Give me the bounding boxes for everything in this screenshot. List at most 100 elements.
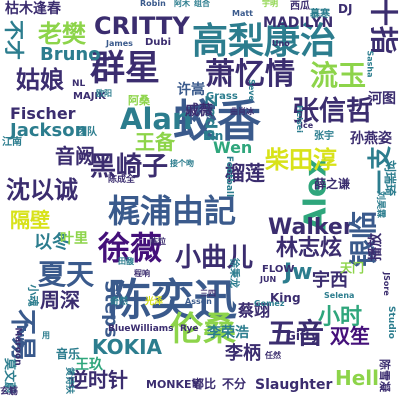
word: 周深 — [40, 288, 80, 312]
word: 团队 — [77, 127, 97, 138]
word: King — [270, 291, 301, 305]
word: 隔壁 — [10, 208, 50, 232]
word: Sasha — [365, 50, 375, 78]
word: Dubi — [145, 37, 172, 48]
word: Gomez — [254, 299, 285, 308]
word: Matt — [232, 9, 254, 18]
word: 黑崎子 — [90, 152, 169, 182]
word: 陈粒 — [150, 237, 166, 246]
word: 徐薇 — [98, 229, 163, 267]
word: 梶浦由記 — [108, 192, 237, 230]
word: Fischer — [10, 104, 76, 123]
word: 江南 — [2, 137, 22, 148]
word: 小曲儿 — [175, 243, 254, 273]
word: 组合 — [194, 0, 210, 8]
word: Jw — [284, 260, 313, 285]
word: 天门 — [340, 261, 365, 275]
word: Bruno — [40, 44, 101, 65]
word: 沈以诚 — [6, 176, 78, 204]
word: 玄觞 — [0, 387, 19, 397]
word: BlueWilliams — [108, 324, 174, 334]
word: 慕寒 — [310, 9, 330, 20]
word: Jackson — [10, 120, 88, 141]
word: 西瓜 — [290, 1, 310, 12]
word: Studio — [385, 306, 396, 339]
word: 徐秉龙 — [228, 258, 239, 288]
word: 群星 — [90, 49, 161, 89]
word: Uno — [272, 39, 290, 48]
word: 黄诗扶 — [64, 366, 75, 395]
word: 李荣浩 — [207, 325, 249, 341]
word: 林志炫 — [276, 236, 343, 261]
word: Ice — [300, 121, 314, 130]
word: 夏天 — [38, 258, 95, 291]
word: Selena — [324, 291, 355, 300]
word: 老樊 — [38, 20, 86, 48]
word: DJ — [338, 2, 353, 16]
word: Grass — [206, 91, 238, 102]
word: 阿木 — [174, 0, 190, 8]
word: Maroon — [12, 327, 23, 366]
word: MONKEY — [146, 378, 200, 391]
word: 用 — [42, 331, 50, 340]
word: 五音 — [268, 317, 325, 350]
word: 蔡翊 — [238, 301, 271, 320]
word: James — [106, 39, 133, 48]
word: Seve — [246, 79, 256, 101]
word: 叶里 — [60, 231, 88, 247]
word: 阿桑 — [128, 94, 150, 107]
word: 河图 — [368, 91, 396, 107]
word: 小时 — [318, 305, 363, 330]
word: 张信哲 — [292, 96, 373, 127]
word: 陈奕迅 — [108, 276, 237, 326]
word: MAJIK — [73, 91, 106, 102]
word: JSore — [381, 272, 391, 296]
word: 接个吻 — [170, 159, 194, 168]
word: 张宇 — [314, 131, 334, 142]
word: 程响 — [134, 269, 150, 278]
word: Heisei — [294, 105, 304, 133]
word: 音乐 — [56, 347, 81, 361]
word: 王备 — [135, 130, 175, 154]
word: 双笙 — [330, 324, 370, 348]
word: 逆时针 — [68, 368, 128, 392]
word: 田馥 — [118, 257, 134, 266]
word: 榴莲 — [225, 161, 265, 185]
word: 刘瑞琦 — [383, 159, 398, 197]
word: 孙燕姿 — [350, 131, 392, 147]
word: 任然 — [265, 351, 281, 360]
word: 姑娘 — [16, 66, 64, 94]
word: 柴田淳 — [265, 146, 337, 174]
word: CRITTY — [94, 12, 190, 40]
word: 宇西 — [312, 270, 348, 291]
word: Walker — [268, 215, 354, 240]
word: 欧阳 — [96, 89, 112, 98]
word: NL — [72, 79, 86, 89]
word: Slaughter — [255, 377, 333, 393]
word: 以冬 — [34, 232, 70, 253]
word: Assen — [185, 297, 212, 306]
word: 不分 — [222, 377, 247, 391]
word: 萧忆情 — [205, 57, 295, 92]
word: 戚薇 — [185, 103, 213, 119]
word: 播放 — [368, 233, 384, 261]
word: 陈成全 — [108, 175, 136, 185]
word: 陈雪凝 — [378, 359, 391, 392]
word: 薛之谦 — [314, 177, 351, 191]
word: 许嵩 — [177, 82, 205, 98]
word: Wen — [213, 138, 253, 157]
word: FLOW — [262, 264, 295, 275]
word: 枯木逢春 — [5, 1, 61, 17]
word: 蛟香 — [173, 96, 261, 147]
word: 伦桑 — [170, 309, 236, 348]
word: Hell — [335, 366, 380, 390]
word: KOKIA — [92, 335, 163, 359]
word: JUN — [260, 275, 277, 284]
word: 曲肖冰 — [230, 107, 254, 116]
word: 小魂 — [26, 284, 40, 307]
word: Football — [224, 155, 235, 198]
word: Lin — [203, 129, 224, 143]
word: 高梨康治 — [192, 21, 337, 62]
word: 光泽 — [145, 297, 164, 307]
